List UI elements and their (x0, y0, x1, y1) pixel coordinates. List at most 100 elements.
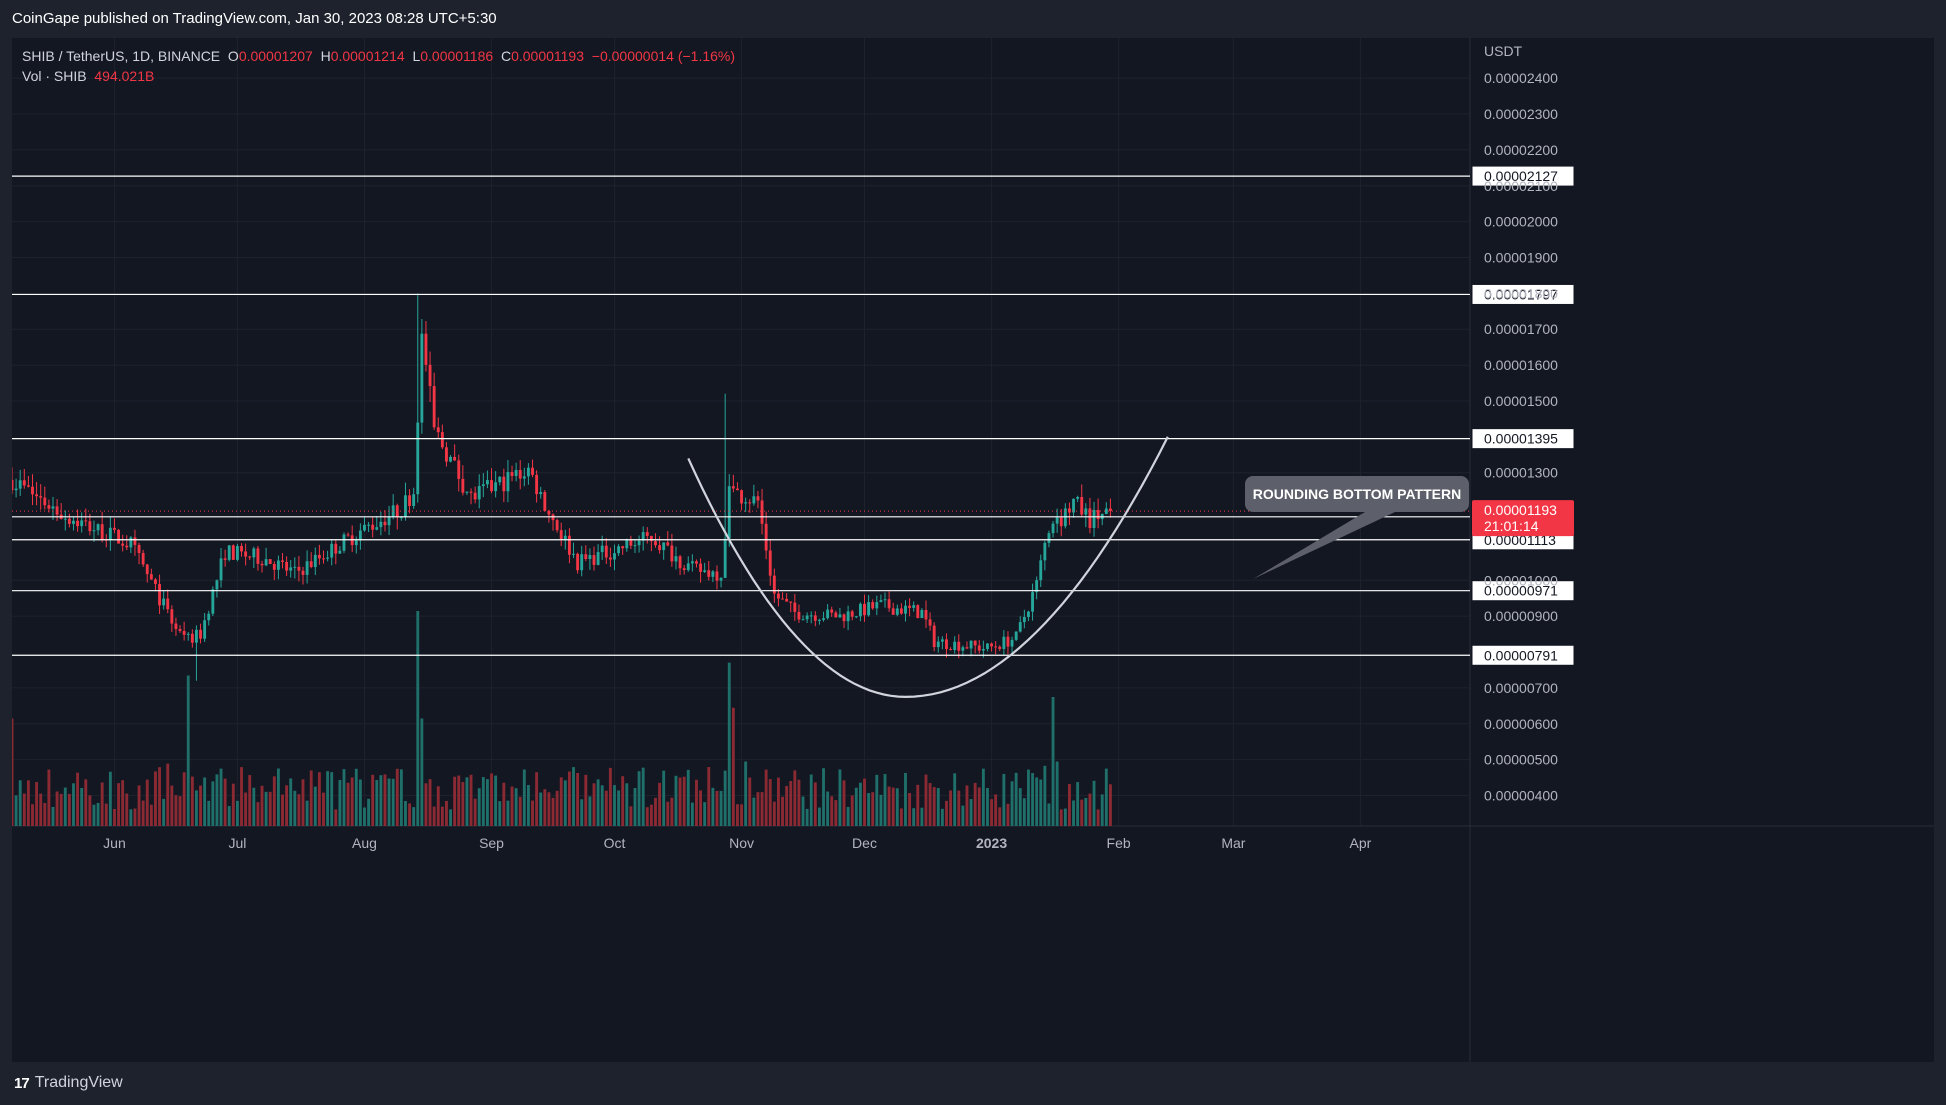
volume-bar (658, 782, 662, 826)
volume-bars (12, 611, 1112, 826)
candle-body (162, 598, 166, 606)
volume-bar (690, 802, 694, 826)
candle-body (498, 476, 502, 483)
candle-body (744, 502, 748, 504)
volume-bar (281, 794, 284, 826)
price-tick-label: 0.00000600 (1484, 716, 1558, 732)
volume-bar (736, 804, 739, 826)
volume-bar (588, 796, 592, 826)
volume-bar (256, 802, 260, 826)
candle-body (330, 543, 334, 558)
volume-bar (625, 783, 629, 826)
candle-body (293, 566, 297, 568)
candle-body (940, 639, 944, 642)
candle-body (662, 542, 666, 551)
volume-bar (649, 804, 653, 826)
level-label-box (1471, 428, 1575, 450)
level-label-box (1471, 283, 1575, 305)
candle-body (272, 563, 276, 570)
candle-body (1006, 636, 1010, 647)
candle-body (428, 364, 432, 387)
chart-frame[interactable]: 0.000021270.000017970.000013950.00001177… (12, 38, 1934, 1062)
candle-body (461, 478, 465, 493)
volume-bar (703, 802, 707, 826)
volume-bar (994, 794, 998, 826)
volume-bar (945, 800, 948, 826)
volume-bar (477, 788, 481, 826)
candle-body (772, 575, 776, 594)
candle-body (760, 500, 764, 524)
candle-body (235, 546, 239, 560)
volume-bar (604, 790, 608, 826)
volume-bar (526, 785, 530, 826)
volume-bar (264, 791, 268, 826)
candle-body (420, 333, 424, 423)
volume-bar (113, 808, 116, 826)
candle-body (145, 564, 149, 575)
candle-body (777, 593, 780, 599)
candle-body (637, 540, 641, 546)
price-chart[interactable]: 0.000021270.000017970.000013950.00001177… (12, 38, 1934, 1062)
volume-bar (436, 786, 440, 826)
tradingview-logo[interactable]: 17 TradingView (14, 1074, 123, 1092)
candle-body (190, 633, 194, 643)
price-tick-label: 0.00002000 (1484, 214, 1558, 230)
candle-body (539, 492, 543, 495)
volume-bar (699, 790, 702, 826)
volume-bar (539, 792, 543, 826)
volume-bar (72, 783, 75, 826)
open-value: 0.00001207 (238, 48, 313, 64)
volume-bar (904, 772, 907, 826)
volume-bar (481, 777, 485, 826)
candle-body (748, 502, 752, 504)
volume-bar (662, 770, 666, 826)
candle-body (850, 611, 854, 617)
candle-body (1022, 616, 1026, 623)
volume-bar (789, 781, 793, 826)
volume-bar (957, 790, 961, 826)
volume-bar (781, 796, 784, 826)
volume-bar (969, 799, 973, 826)
level-label-box (1471, 644, 1575, 666)
candle-body (928, 619, 932, 626)
volume-bar (1010, 781, 1014, 826)
candle-body (895, 608, 899, 615)
candle-body (945, 639, 948, 650)
volume-bar (895, 788, 899, 826)
volume-bar (805, 808, 809, 826)
candle-body (904, 605, 907, 614)
candle-body (76, 520, 80, 527)
candle-body (936, 641, 940, 648)
candle-body (1010, 639, 1014, 647)
volume-bar (707, 767, 711, 826)
volume-bar (723, 770, 727, 826)
volume-bar (170, 785, 174, 826)
candle-body (1055, 517, 1059, 524)
volume-bar (592, 783, 596, 826)
volume-bar (305, 800, 309, 826)
candle-body (977, 645, 981, 651)
volume-bar (1027, 769, 1030, 826)
candle-body (383, 521, 387, 526)
volume-bar (940, 808, 944, 826)
volume-bar (317, 772, 321, 826)
candle-body (883, 599, 887, 601)
candle-body (1031, 592, 1034, 612)
candle-body (391, 505, 395, 517)
volume-bar (654, 797, 657, 826)
volume-bar (166, 763, 170, 826)
volume-bar (1080, 799, 1084, 826)
volume-bar (1059, 809, 1063, 826)
volume-bar (559, 777, 563, 826)
volume-bar (563, 780, 567, 826)
volume-bar (1092, 780, 1096, 826)
volume-bar (645, 807, 649, 826)
volume-bar (162, 798, 166, 826)
candle-body (338, 550, 342, 554)
volume-bar (227, 806, 231, 826)
candle-body (108, 527, 112, 541)
price-tick-label: 0.00001500 (1484, 393, 1558, 409)
candle-body (1108, 508, 1112, 512)
candle-body (1035, 580, 1039, 593)
candle-body (12, 479, 14, 491)
